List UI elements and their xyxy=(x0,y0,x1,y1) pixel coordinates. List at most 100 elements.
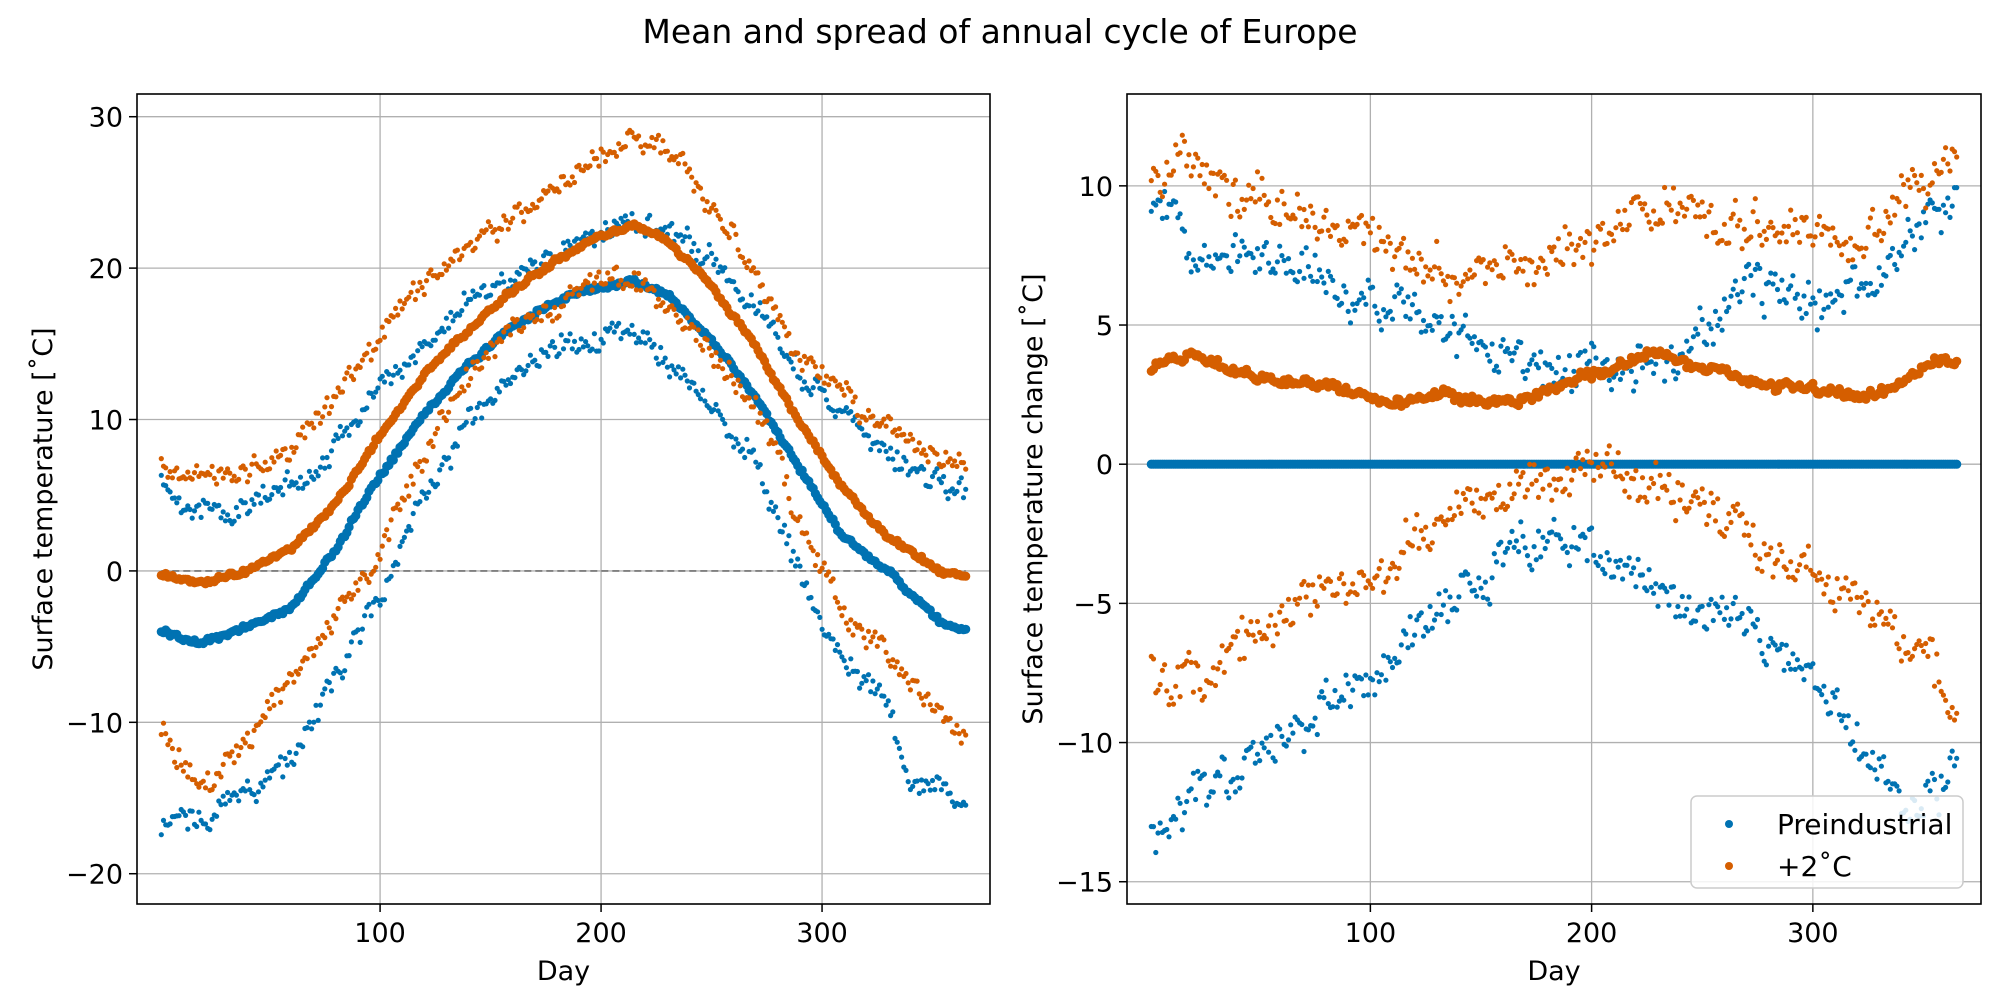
data-point xyxy=(1732,197,1738,203)
data-point xyxy=(947,715,953,721)
data-point xyxy=(1257,266,1263,272)
data-point xyxy=(1945,195,1951,201)
data-point xyxy=(362,613,368,619)
data-point xyxy=(1814,577,1820,583)
data-point xyxy=(1248,619,1254,625)
data-point xyxy=(1372,303,1378,309)
data-point xyxy=(899,754,905,760)
data-point xyxy=(1308,612,1314,618)
data-point xyxy=(1531,352,1537,358)
data-point xyxy=(514,316,520,323)
data-point xyxy=(1294,279,1300,285)
data-point xyxy=(205,770,211,776)
data-point xyxy=(775,334,781,340)
data-point xyxy=(1644,499,1650,505)
data-point xyxy=(1252,199,1258,205)
y-tick-label: 0 xyxy=(106,557,123,588)
data-point xyxy=(412,296,418,303)
data-point xyxy=(558,332,564,338)
data-point xyxy=(921,788,927,794)
data-point xyxy=(1582,534,1588,541)
data-point xyxy=(1363,585,1369,591)
data-point xyxy=(713,350,719,356)
data-point xyxy=(1159,667,1165,673)
data-point xyxy=(1153,202,1159,208)
data-point xyxy=(286,457,293,463)
data-point xyxy=(328,630,335,636)
data-point xyxy=(682,234,688,240)
data-point xyxy=(505,226,511,232)
data-point xyxy=(1604,550,1610,556)
data-point xyxy=(1770,281,1776,287)
data-point xyxy=(470,288,476,294)
data-point xyxy=(1279,733,1285,740)
data-point xyxy=(1622,488,1628,494)
data-point xyxy=(1456,291,1462,297)
data-point xyxy=(1580,457,1586,463)
data-point xyxy=(342,668,348,674)
data-point xyxy=(1794,230,1800,236)
data-point xyxy=(1954,185,1960,191)
data-point xyxy=(1341,697,1347,703)
data-point xyxy=(689,174,695,180)
data-point xyxy=(1631,388,1637,394)
data-point xyxy=(731,444,737,450)
data-point xyxy=(437,467,443,473)
data-point xyxy=(709,352,715,359)
data-point xyxy=(1297,205,1303,211)
data-point xyxy=(1743,520,1750,526)
data-point xyxy=(209,816,215,822)
data-point xyxy=(1792,216,1798,223)
series-preindustrial-lower xyxy=(158,320,969,838)
data-point xyxy=(1392,655,1398,662)
data-point xyxy=(209,463,215,469)
data-point xyxy=(1423,524,1429,530)
data-point xyxy=(903,767,909,774)
data-point xyxy=(777,312,783,319)
data-point xyxy=(1785,660,1792,667)
data-point xyxy=(1816,288,1823,294)
data-point xyxy=(214,481,220,487)
data-point xyxy=(1808,233,1814,239)
data-point xyxy=(1695,495,1701,501)
data-point xyxy=(726,235,732,241)
data-point xyxy=(1927,788,1933,794)
data-point xyxy=(328,448,335,454)
series-preindustrial-upper xyxy=(1148,185,1960,395)
data-point xyxy=(1498,539,1504,545)
data-point xyxy=(1166,834,1172,840)
data-point xyxy=(691,380,697,386)
data-point xyxy=(1814,327,1820,333)
data-point xyxy=(333,616,339,622)
data-point xyxy=(1197,173,1203,179)
data-point xyxy=(1173,683,1179,689)
data-point xyxy=(1239,196,1245,202)
data-point xyxy=(1591,477,1597,483)
data-point xyxy=(560,173,567,180)
data-point xyxy=(941,462,947,468)
data-point xyxy=(1401,235,1407,241)
data-point xyxy=(1774,230,1781,236)
data-point xyxy=(333,394,339,400)
data-point xyxy=(682,325,688,331)
data-point xyxy=(1717,610,1723,616)
data-point xyxy=(249,744,255,750)
data-point xyxy=(921,447,927,453)
data-point xyxy=(1350,581,1356,587)
data-point xyxy=(1504,503,1511,509)
data-point xyxy=(1487,601,1493,607)
data-point xyxy=(211,783,217,789)
data-point xyxy=(808,355,814,361)
data-point xyxy=(753,459,759,465)
data-point xyxy=(1195,663,1201,669)
data-point xyxy=(1564,465,1570,471)
data-point xyxy=(1522,375,1528,382)
data-point xyxy=(1808,567,1814,573)
data-point xyxy=(660,359,666,365)
data-point xyxy=(664,148,671,154)
data-point xyxy=(850,399,856,405)
data-point xyxy=(1735,292,1741,298)
data-point xyxy=(1250,632,1256,638)
data-point xyxy=(753,394,759,401)
data-point xyxy=(894,449,900,455)
